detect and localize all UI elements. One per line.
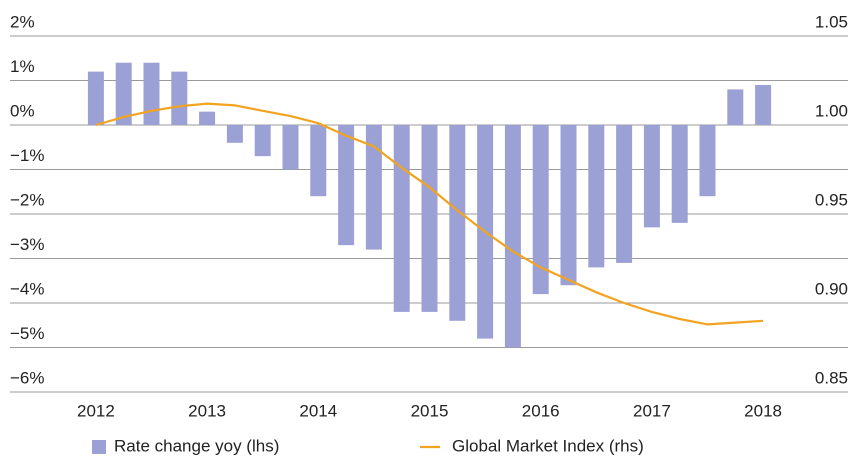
bar — [365, 125, 382, 250]
y-tick-label: 0% — [10, 101, 35, 120]
bar — [226, 125, 243, 143]
bar — [671, 125, 688, 223]
bar — [421, 125, 438, 312]
bar — [449, 125, 466, 321]
bar — [338, 125, 355, 246]
y2-tick-label: 1.05 — [815, 12, 848, 31]
x-tick-label: 2016 — [522, 401, 560, 420]
x-tick-label: 2012 — [77, 401, 115, 420]
y2-tick-label: 0.95 — [815, 190, 848, 209]
y2-tick-label: 1.00 — [815, 101, 848, 120]
bar — [143, 62, 160, 125]
bar — [532, 125, 549, 295]
bar — [727, 89, 744, 125]
y-tick-label: −6% — [10, 368, 45, 387]
bar — [254, 125, 271, 157]
x-tick-label: 2015 — [411, 401, 449, 420]
bar — [310, 125, 327, 197]
x-tick-label: 2017 — [633, 401, 671, 420]
bar — [560, 125, 577, 286]
y-tick-label: 1% — [10, 57, 35, 76]
bar — [171, 71, 188, 125]
bar — [588, 125, 605, 268]
x-tick-label: 2018 — [744, 401, 782, 420]
bar — [616, 125, 633, 263]
y-tick-label: −2% — [10, 190, 45, 209]
x-tick-label: 2014 — [299, 401, 337, 420]
bar — [755, 84, 772, 125]
bar — [504, 125, 521, 348]
bar — [699, 125, 716, 197]
bar — [643, 125, 660, 228]
y-tick-label: −1% — [10, 146, 45, 165]
y2-tick-label: 0.90 — [815, 279, 848, 298]
y2-tick-label: 0.85 — [815, 368, 848, 387]
legend-label: Rate change yoy (lhs) — [114, 436, 279, 455]
legend-label: Global Market Index (rhs) — [452, 436, 644, 455]
bar — [87, 71, 104, 125]
x-tick-label: 2013 — [188, 401, 226, 420]
bar — [199, 111, 216, 125]
y-tick-label: −3% — [10, 235, 45, 254]
line — [95, 102, 764, 326]
bar — [393, 125, 410, 312]
legend-swatch — [92, 440, 106, 454]
y-tick-label: −4% — [10, 279, 45, 298]
y-tick-label: 2% — [10, 12, 35, 31]
bar — [282, 125, 299, 170]
bar — [115, 62, 132, 125]
y-tick-label: −5% — [10, 324, 45, 343]
